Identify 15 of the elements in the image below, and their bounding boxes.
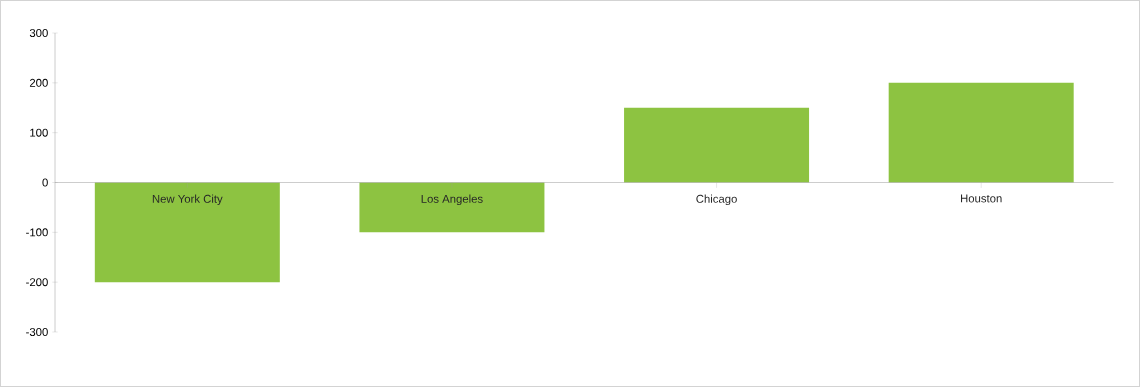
bar — [359, 182, 545, 233]
y-tick-label: 300 — [29, 29, 48, 38]
x-tick-label: Los Angeles — [421, 194, 483, 206]
x-tick-label: New York City — [152, 194, 223, 206]
y-tick-label: -300 — [26, 328, 48, 337]
x-tick-label: Houston — [961, 194, 1002, 203]
x-tick-label: Chicago — [696, 194, 737, 206]
y-tick-label: -100 — [26, 228, 48, 237]
bar — [888, 82, 1074, 183]
bar — [94, 182, 280, 283]
y-tick-label: 100 — [30, 128, 48, 137]
y-tick-label: 0 — [42, 178, 48, 187]
y-tick-label: 200 — [29, 78, 48, 87]
y-tick-label: -200 — [26, 278, 48, 287]
bar — [624, 107, 810, 183]
